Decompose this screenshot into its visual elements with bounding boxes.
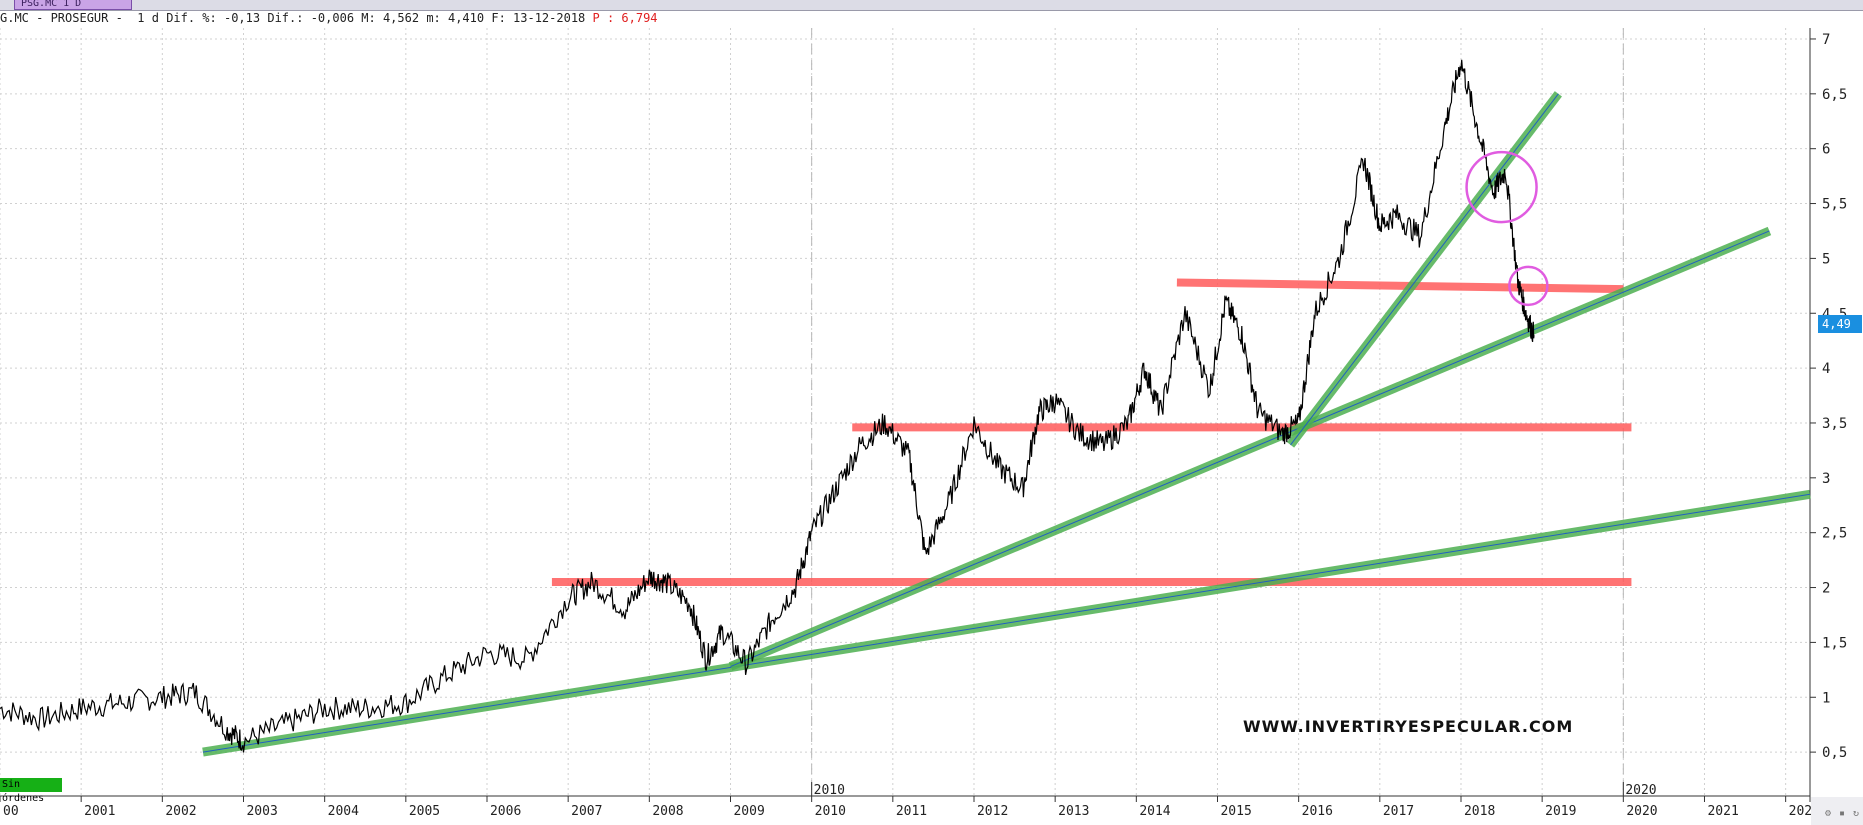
- chart-grid: [0, 28, 1810, 796]
- dif-value: Dif.: -0,006: [267, 11, 355, 25]
- x-tick-label: 2002: [165, 804, 196, 819]
- x-tick-label: 2005: [409, 804, 440, 819]
- y-tick-label: 1: [1822, 690, 1830, 706]
- price-chart[interactable]: 76,565,554,543,532,521,510,5002001200220…: [0, 26, 1863, 825]
- x-tick-label: 2010: [815, 804, 846, 819]
- y-tick-label: 2,5: [1822, 526, 1847, 542]
- x-tick-label: 00: [3, 804, 19, 819]
- x-tick-label: 2009: [733, 804, 764, 819]
- orders-status-badge: Sin órdenes: [0, 778, 62, 804]
- last-price-tag: 4,49: [1818, 315, 1862, 333]
- chart-tab[interactable]: PSG.MC 1 D×: [14, 0, 132, 10]
- x-tick-label: 2012: [977, 804, 1008, 819]
- highlight-circle: [1465, 150, 1538, 224]
- y-tick-label: 6: [1822, 142, 1830, 158]
- y-tick-label: 3: [1822, 471, 1830, 487]
- trend-lines: [202, 91, 1811, 757]
- y-tick-label: 5: [1822, 251, 1830, 267]
- tab-bar: PSG.MC 1 D×: [0, 0, 1863, 11]
- date-value: F: 13-12-2018: [491, 11, 586, 25]
- x-tick-label: 2021: [1707, 804, 1738, 819]
- x-tick-label: 2014: [1139, 804, 1170, 819]
- x-tick-label: 2017: [1383, 804, 1414, 819]
- x-tick-label: 2001: [84, 804, 115, 819]
- ticker-label: G.MC - PROSEGUR - 1 d: [0, 11, 159, 25]
- y-tick-label: 5,5: [1822, 197, 1847, 213]
- x-tick-label: 2020: [1626, 804, 1657, 819]
- price-series: [0, 59, 1535, 753]
- dif-pct-value: Dif. %: -0,13: [166, 11, 261, 25]
- save-icon[interactable]: ▪: [1838, 808, 1846, 819]
- trend-line-thin: [202, 493, 1811, 753]
- x-tick-label: 2016: [1302, 804, 1333, 819]
- x-tick-label: 2003: [246, 804, 277, 819]
- x-tick-label: 2007: [571, 804, 602, 819]
- decade-marker-label: 2010: [814, 783, 845, 798]
- trend-line-thin: [1290, 93, 1559, 446]
- settings-icon[interactable]: ⚙: [1824, 808, 1832, 819]
- y-tick-label: 0,5: [1822, 745, 1847, 761]
- p-value: P : 6,794: [592, 11, 658, 25]
- x-tick-label: 2006: [490, 804, 521, 819]
- decade-marker-label: 2020: [1625, 783, 1656, 798]
- highlight-circle: [1508, 265, 1549, 307]
- x-tick-label: 2011: [896, 804, 927, 819]
- x-tick-label: 2015: [1220, 804, 1251, 819]
- x-tick-label: 2008: [652, 804, 683, 819]
- watermark-text: WWW.INVERTIRYESPECULAR.COM: [1243, 717, 1574, 736]
- highlight-circles: [1465, 150, 1549, 307]
- axis-corner: [1811, 797, 1863, 825]
- x-tick-label: 2004: [328, 804, 359, 819]
- y-tick-label: 6,5: [1822, 87, 1847, 103]
- chart-tab-label: PSG.MC 1 D: [21, 0, 82, 9]
- y-tick-label: 1,5: [1822, 635, 1847, 651]
- x-tick-label: 2013: [1058, 804, 1089, 819]
- y-tick-label: 2: [1822, 581, 1830, 597]
- bottom-toolbar: ⚙ ▪ ↻: [1820, 801, 1863, 819]
- trend-line-thin: [730, 230, 1770, 667]
- chart-axes: 76,565,554,543,532,521,510,5002001200220…: [0, 28, 1863, 825]
- refresh-icon[interactable]: ↻: [1852, 808, 1860, 819]
- y-tick-label: 4: [1822, 361, 1830, 377]
- support-line: [1176, 278, 1624, 294]
- support-lines: [551, 278, 1632, 587]
- price-line: [0, 59, 1535, 753]
- max-value: M: 4,562: [361, 11, 420, 25]
- min-value: m: 4,410: [426, 11, 485, 25]
- quote-info-bar: G.MC - PROSEGUR - 1 d Dif. %: -0,13 Dif.…: [0, 11, 658, 26]
- y-tick-label: 3,5: [1822, 416, 1847, 432]
- x-tick-label: 2019: [1545, 804, 1576, 819]
- x-tick-label: 2018: [1464, 804, 1495, 819]
- y-tick-label: 7: [1822, 32, 1830, 48]
